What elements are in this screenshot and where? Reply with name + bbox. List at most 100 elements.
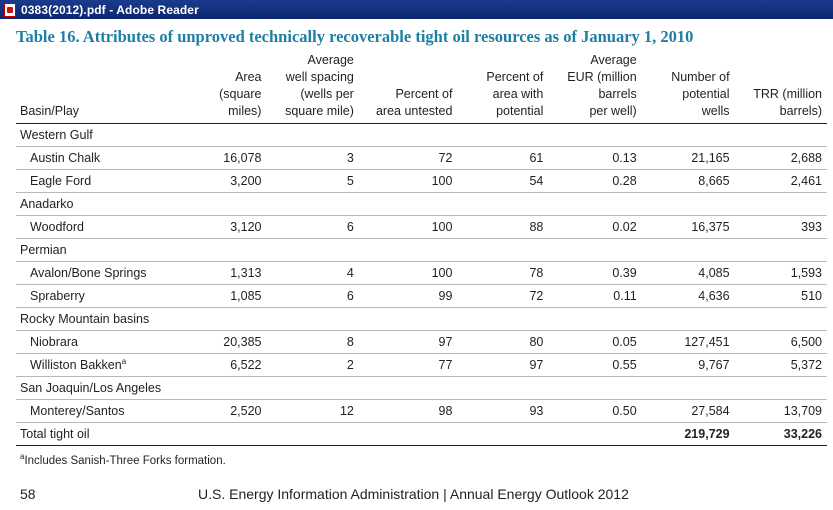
cell-wells: 21,165 bbox=[641, 146, 735, 170]
column-header-line: potential bbox=[682, 87, 730, 101]
table-row: Monterey/Santos 2,520 12 98 93 0.50 27,584 13,7… bbox=[16, 399, 827, 423]
cell-trr: 13,709 bbox=[734, 399, 827, 423]
cell-wells: 4,085 bbox=[641, 261, 735, 285]
cell-trr: 393 bbox=[734, 215, 827, 239]
column-header-line: EUR (million bbox=[567, 70, 637, 84]
column-header-2: Average well spacing (wells per square mile… bbox=[266, 52, 359, 124]
play-name-cell: Eagle Ford bbox=[16, 169, 202, 193]
cell-potential: 80 bbox=[457, 330, 549, 354]
cell-trr: 2,461 bbox=[734, 169, 827, 193]
cell-wells: 16,375 bbox=[641, 215, 735, 239]
column-header-line: potential bbox=[496, 104, 544, 118]
column-header-3: Percent of area untested bbox=[358, 52, 458, 124]
cell-potential: 97 bbox=[457, 353, 549, 377]
play-name-cell: Monterey/Santos bbox=[16, 399, 202, 423]
column-header-line: barrels bbox=[598, 87, 637, 101]
play-name: Spraberry bbox=[30, 289, 85, 303]
column-header-line: (wells per bbox=[300, 87, 354, 101]
column-header-line: square mile) bbox=[285, 104, 354, 118]
cell-untested: 98 bbox=[358, 399, 458, 423]
column-header-line: TRR (million bbox=[753, 87, 822, 101]
column-header-line: Basin/Play bbox=[20, 104, 80, 118]
cell-trr: 510 bbox=[734, 284, 827, 308]
footnote-text: Includes Sanish-Three Forks formation. bbox=[24, 454, 226, 467]
cell-eur: 0.11 bbox=[548, 284, 642, 308]
table-row: Austin Chalk 16,078 3 72 61 0.13 21,165 2,688 bbox=[16, 146, 827, 170]
column-header-4: Percent of area with potential bbox=[457, 52, 549, 124]
group-row: Western Gulf bbox=[16, 123, 827, 147]
column-header-1: Area (square miles) bbox=[201, 52, 267, 124]
cell-wells: 27,584 bbox=[641, 399, 735, 423]
column-header-line: Percent of bbox=[486, 70, 544, 84]
table-row: Spraberry 1,085 6 99 72 0.11 4,636 510 bbox=[16, 284, 827, 308]
empty-cell bbox=[201, 422, 267, 446]
play-name: Niobrara bbox=[30, 335, 78, 349]
column-header-line: (square bbox=[219, 87, 262, 101]
cell-potential: 78 bbox=[457, 261, 549, 285]
play-name: Williston Bakken bbox=[30, 358, 122, 373]
cell-potential: 54 bbox=[457, 169, 549, 193]
column-header-5: Average EUR (million barrels per well) bbox=[548, 52, 642, 124]
table-header-row: Basin/Play Area (square miles) Average well s… bbox=[16, 52, 827, 124]
cell-spacing: 6 bbox=[266, 215, 359, 239]
cell-wells: 127,451 bbox=[641, 330, 735, 354]
play-name: Woodford bbox=[30, 220, 84, 234]
cell-eur: 0.13 bbox=[548, 146, 642, 170]
cell-potential: 93 bbox=[457, 399, 549, 423]
column-header-line: Percent of bbox=[395, 87, 453, 101]
table-row: Avalon/Bone Springs 1,313 4 100 78 0.39 4,085 1… bbox=[16, 261, 827, 285]
cell-spacing: 8 bbox=[266, 330, 359, 354]
cell-area: 16,078 bbox=[201, 146, 267, 170]
cell-area: 1,313 bbox=[201, 261, 267, 285]
cell-area: 20,385 bbox=[201, 330, 267, 354]
cell-trr: 6,500 bbox=[734, 330, 827, 354]
play-name-cell: Austin Chalk bbox=[16, 146, 202, 170]
cell-spacing: 2 bbox=[266, 353, 359, 377]
play-name-cell: Woodford bbox=[16, 215, 202, 239]
column-header-6: Number of potential wells bbox=[641, 52, 735, 124]
cell-untested: 77 bbox=[358, 353, 458, 377]
column-header-line: Area bbox=[235, 70, 262, 84]
group-name: Anadarko bbox=[16, 192, 827, 216]
group-name: Permian bbox=[16, 238, 827, 262]
cell-spacing: 6 bbox=[266, 284, 359, 308]
play-name-cell: Niobrara bbox=[16, 330, 202, 354]
cell-untested: 100 bbox=[358, 169, 458, 193]
cell-area: 2,520 bbox=[201, 399, 267, 423]
cell-wells: 8,665 bbox=[641, 169, 735, 193]
empty-cell bbox=[548, 422, 642, 446]
column-header-line: miles) bbox=[228, 104, 262, 118]
cell-eur: 0.05 bbox=[548, 330, 642, 354]
column-header-line: Number of bbox=[671, 70, 730, 84]
cell-wells: 4,636 bbox=[641, 284, 735, 308]
cell-trr: 1,593 bbox=[734, 261, 827, 285]
column-header-line: Average bbox=[590, 53, 637, 67]
cell-untested: 100 bbox=[358, 215, 458, 239]
cell-eur: 0.55 bbox=[548, 353, 642, 377]
page-number: 58 bbox=[20, 486, 36, 502]
group-row: Rocky Mountain basins bbox=[16, 307, 827, 331]
column-header-0: Basin/Play bbox=[16, 52, 202, 124]
column-header-line: area with bbox=[492, 87, 544, 101]
cell-potential: 61 bbox=[457, 146, 549, 170]
column-header-line: Average bbox=[307, 53, 354, 67]
empty-cell bbox=[266, 422, 359, 446]
cell-eur: 0.28 bbox=[548, 169, 642, 193]
cell-area: 6,522 bbox=[201, 353, 267, 377]
cell-spacing: 4 bbox=[266, 261, 359, 285]
cell-wells: 9,767 bbox=[641, 353, 735, 377]
cell-eur: 0.50 bbox=[548, 399, 642, 423]
play-name-cell: Avalon/Bone Springs bbox=[16, 261, 202, 285]
group-row: Anadarko bbox=[16, 192, 827, 216]
window-titlebar: 0383(2012).pdf - Adobe Reader bbox=[0, 0, 833, 19]
table-row: Williston Bakkena 6,522 2 77 97 0.55 9,767 5,37… bbox=[16, 353, 827, 377]
group-row: Permian bbox=[16, 238, 827, 262]
cell-eur: 0.02 bbox=[548, 215, 642, 239]
play-name: Eagle Ford bbox=[30, 174, 92, 188]
cell-trr: 5,372 bbox=[734, 353, 827, 377]
play-name-cell: Williston Bakkena bbox=[16, 353, 202, 377]
footnote: aIncludes Sanish-Three Forks formation. bbox=[20, 452, 226, 467]
column-header-line: area untested bbox=[375, 104, 453, 118]
table-row: Eagle Ford 3,200 5 100 54 0.28 8,665 2,461 bbox=[16, 169, 827, 193]
cell-spacing: 12 bbox=[266, 399, 359, 423]
